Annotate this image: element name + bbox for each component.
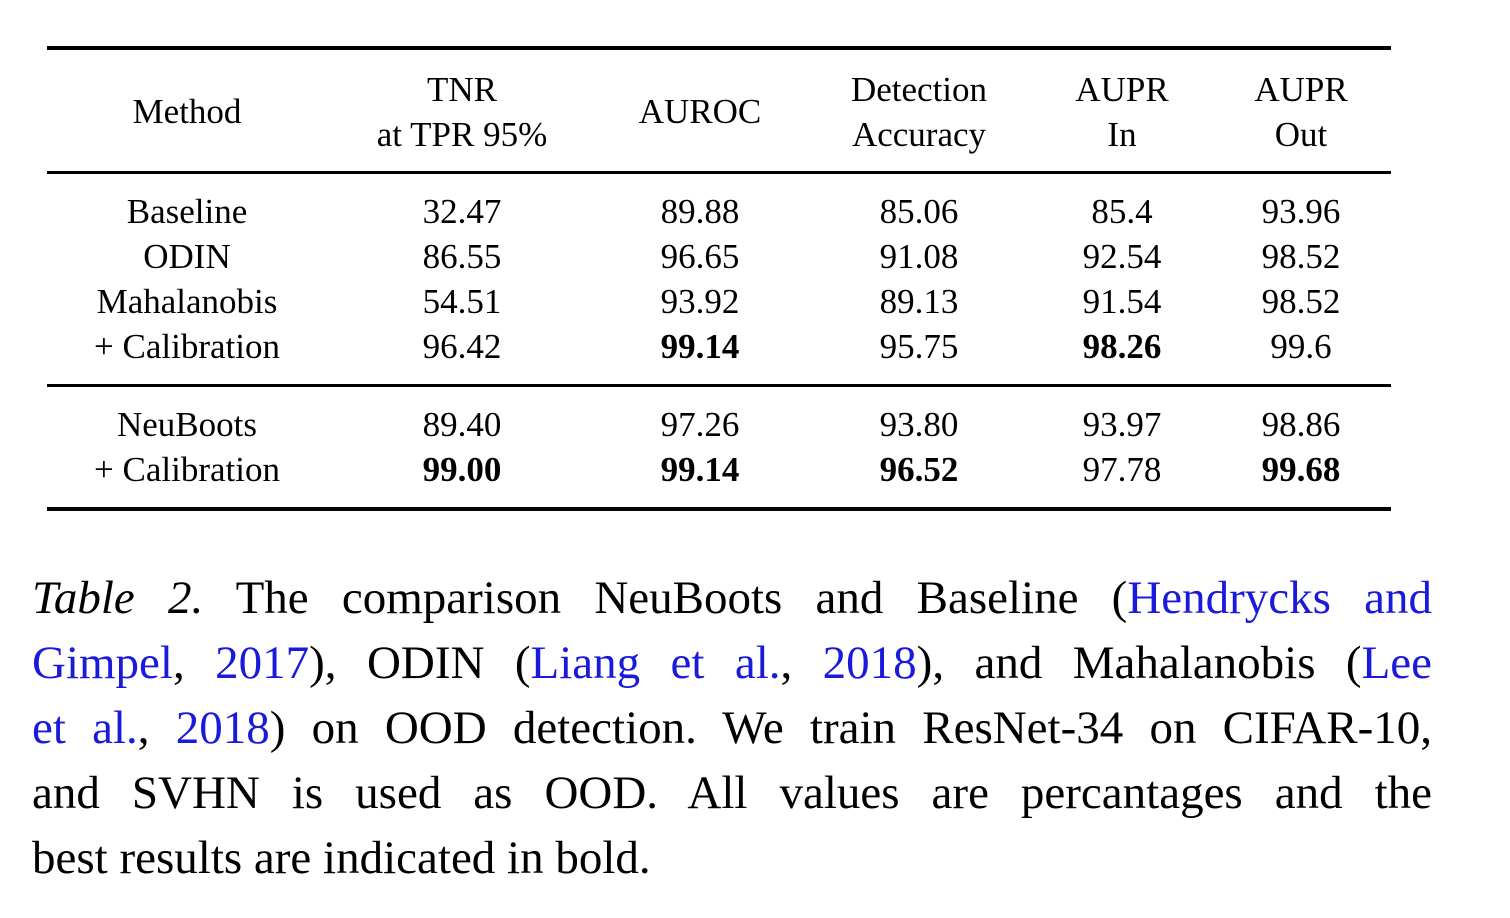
value-cell: 93.80 — [879, 405, 959, 444]
method-cell: Baseline — [126, 192, 248, 231]
value-cell: 96.65 — [660, 237, 740, 276]
value-cell: 97.26 — [660, 405, 740, 444]
column-header: In — [1107, 115, 1137, 154]
citation-link[interactable]: et al. — [32, 702, 138, 754]
value-cell: 99.14 — [660, 327, 740, 366]
caption-line-1: Table 2. The comparison NeuBoots and Bas… — [32, 566, 1432, 631]
citation-link[interactable]: Lee — [1361, 637, 1433, 689]
method-cell: Mahalanobis — [96, 282, 278, 321]
value-cell: 98.52 — [1261, 282, 1341, 321]
caption-line-4: and SVHN is used as OOD. All values are … — [32, 761, 1432, 826]
citation-link[interactable]: 2018 — [822, 637, 917, 689]
citation-link[interactable]: 2018 — [175, 702, 270, 754]
citation-link[interactable]: Liang et al. — [530, 637, 781, 689]
value-cell: 89.88 — [660, 192, 740, 231]
top-rule — [47, 46, 1391, 50]
bottom-rule — [47, 507, 1391, 511]
caption-text: best results are indicated in bold. — [32, 832, 651, 884]
value-cell: 91.08 — [879, 237, 959, 276]
method-cell: + Calibration — [94, 327, 280, 366]
value-cell: 32.47 — [422, 192, 502, 231]
value-cell: 93.97 — [1082, 405, 1162, 444]
caption-text: , — [137, 702, 176, 754]
caption-label: Table 2. — [32, 572, 204, 624]
caption-text: , — [172, 637, 216, 689]
caption-text: and SVHN is used as OOD. All values are … — [32, 767, 1432, 819]
citation-link[interactable]: Gimpel — [32, 637, 173, 689]
caption-text: ), ODIN ( — [309, 637, 531, 689]
column-header: Detection — [850, 70, 988, 109]
column-header: AUPR — [1075, 70, 1169, 109]
value-cell: 98.52 — [1261, 237, 1341, 276]
value-cell: 92.54 — [1082, 237, 1162, 276]
value-cell: 99.00 — [422, 450, 502, 489]
table-caption: Table 2. The comparison NeuBoots and Bas… — [32, 566, 1432, 891]
value-cell: 85.06 — [879, 192, 959, 231]
caption-text: , — [780, 637, 823, 689]
method-cell: NeuBoots — [117, 405, 257, 444]
value-cell: 98.86 — [1261, 405, 1341, 444]
value-cell: 93.92 — [660, 282, 740, 321]
value-cell: 95.75 — [879, 327, 959, 366]
column-header: Method — [132, 92, 242, 131]
value-cell: 85.4 — [1091, 192, 1153, 231]
value-cell: 93.96 — [1261, 192, 1341, 231]
value-cell: 86.55 — [422, 237, 502, 276]
caption-line-2: Gimpel, 2017), ODIN (Liang et al., 2018)… — [32, 631, 1432, 696]
column-header: Out — [1274, 115, 1328, 154]
value-cell: 97.78 — [1082, 450, 1162, 489]
method-cell: + Calibration — [94, 450, 280, 489]
caption-text: ), and Mahalanobis ( — [916, 637, 1362, 689]
caption-text: ) on OOD detection. We train ResNet-34 o… — [269, 702, 1433, 754]
value-cell: 96.52 — [879, 450, 959, 489]
value-cell: 89.13 — [879, 282, 959, 321]
value-cell: 99.68 — [1261, 450, 1341, 489]
column-header: at TPR 95% — [376, 115, 548, 154]
group-rule — [47, 384, 1391, 387]
method-cell: ODIN — [143, 237, 231, 276]
value-cell: 89.40 — [422, 405, 502, 444]
value-cell: 99.6 — [1270, 327, 1332, 366]
header-rule — [47, 171, 1391, 174]
column-header: TNR — [427, 70, 497, 109]
value-cell: 91.54 — [1082, 282, 1162, 321]
citation-link[interactable]: Hendrycks and — [1127, 572, 1432, 624]
column-header: Accuracy — [851, 115, 987, 154]
caption-line-5: best results are indicated in bold. — [32, 826, 1432, 891]
value-cell: 98.26 — [1082, 327, 1162, 366]
citation-link[interactable]: 2017 — [215, 637, 310, 689]
caption-line-3: et al., 2018) on OOD detection. We train… — [32, 696, 1432, 761]
column-header: AUPR — [1254, 70, 1348, 109]
column-header: AUROC — [638, 92, 762, 131]
caption-text: The comparison NeuBoots and Baseline ( — [203, 572, 1128, 624]
value-cell: 96.42 — [422, 327, 502, 366]
value-cell: 99.14 — [660, 450, 740, 489]
value-cell: 54.51 — [422, 282, 502, 321]
